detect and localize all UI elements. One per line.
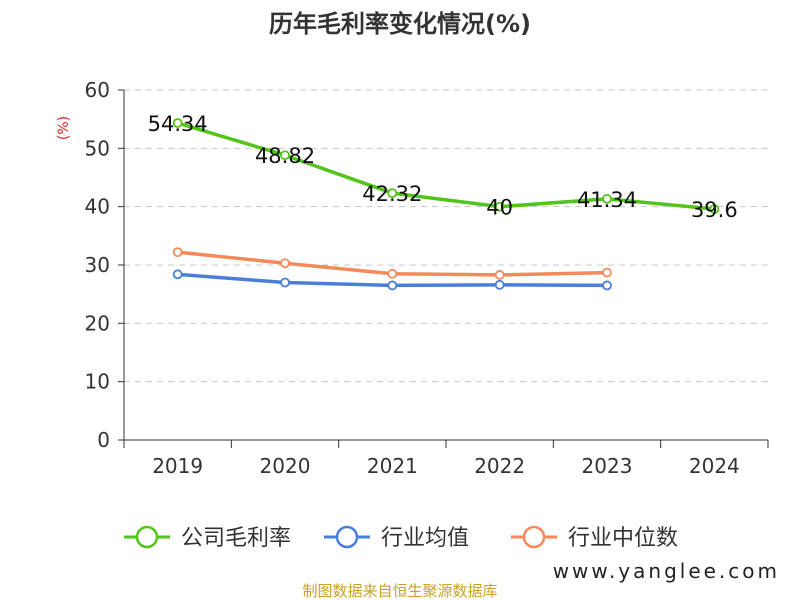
legend-label: 行业中位数 [568,526,678,551]
data-labels: 54.34 48.82 42.32 40 41.34 39.6 [148,112,738,222]
data-point[interactable] [172,118,183,128]
x-tick-label: 2022 [474,454,525,478]
series-line [175,121,717,211]
data-label: 39.6 [691,198,738,222]
data-label: 54.34 [148,112,208,136]
data-label: 42.32 [362,182,422,206]
y-tick-label: 0 [97,428,110,452]
data-point[interactable] [494,270,505,280]
data-point[interactable] [280,258,290,269]
x-tick-label: 2020 [260,454,311,478]
y-tick-label: 60 [85,78,110,102]
legend-marker [335,525,359,549]
y-axis-unit: (%) [56,116,72,140]
y-tick-label: 40 [85,195,110,219]
y-tick-label: 10 [85,370,110,394]
data-label: 48.82 [255,144,315,168]
chart-title: 历年毛利率变化情况(%) [269,10,531,38]
data-point[interactable] [602,280,612,291]
series-2 [172,247,612,280]
legend-marker [135,525,159,549]
data-point[interactable] [387,280,398,291]
data-point[interactable] [494,201,505,212]
data-label: 41.34 [577,188,637,212]
x-tick-label: 2019 [152,454,203,478]
data-point[interactable] [172,269,183,280]
legend-item[interactable]: 公司毛利率 [124,525,291,551]
legend-item[interactable]: 行业中位数 [511,525,678,551]
watermark: www.yanglee.com [553,559,780,583]
series-group [172,118,720,291]
data-point[interactable] [494,279,505,290]
axes: 0 10 20 30 40 50 60 2019 2020 2021 2022 2023 2024 [85,78,769,478]
legend[interactable]: 公司毛利率 行业均值 行业中位数 [124,525,678,551]
data-point[interactable] [387,188,398,199]
legend-item[interactable]: 行业均值 [324,525,469,551]
data-point[interactable] [280,150,290,161]
series-1 [172,269,612,291]
data-point[interactable] [602,193,612,204]
source-note: 制图数据来自恒生聚源数据库 [302,582,497,600]
y-tick-label: 30 [85,253,110,277]
y-tick-label: 50 [85,136,110,160]
data-point[interactable] [172,247,183,258]
legend-marker [522,525,546,549]
legend-label: 公司毛利率 [181,526,291,551]
data-point[interactable] [387,268,398,279]
y-tick-label: 20 [85,311,110,335]
x-tick-label: 2021 [367,454,418,478]
series-0 [172,118,720,214]
legend-label: 行业均值 [381,526,469,551]
x-tick-label: 2023 [582,454,633,478]
data-point[interactable] [709,204,720,214]
data-label: 40 [486,196,513,220]
data-point[interactable] [280,277,290,288]
grid-lines [124,89,768,383]
x-tick-label: 2024 [689,454,740,478]
data-point[interactable] [602,267,612,278]
